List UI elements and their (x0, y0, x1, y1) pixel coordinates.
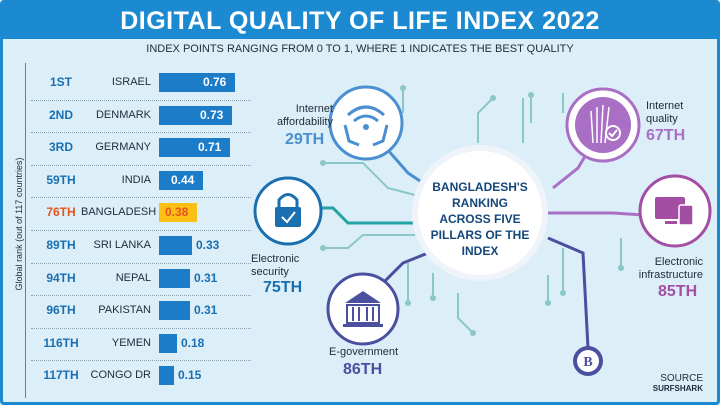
bar (159, 236, 192, 255)
row-divider (31, 360, 251, 362)
bar (159, 268, 190, 288)
pillars-diagram: B (253, 85, 712, 376)
value-label: 0.33 (196, 238, 220, 252)
country-label: BANGLADESH (81, 206, 157, 219)
logo-badge-icon: B (573, 346, 603, 376)
row-divider (31, 327, 251, 329)
country-label: INDIA (121, 173, 151, 186)
bar (159, 203, 197, 223)
svg-text:B: B (583, 355, 592, 370)
rank-label: 1ST (49, 75, 72, 89)
row-divider (31, 99, 251, 101)
page-subtitle: INDEX POINTS RANGING FROM 0 TO 1, WHERE … (146, 43, 574, 55)
row-divider (31, 295, 251, 297)
bar (159, 301, 190, 321)
row-divider (31, 197, 251, 199)
pillar-rank-internet-affordability: 29TH (285, 131, 325, 148)
rank-label: 89TH (46, 238, 76, 252)
pillar-rank-electronic-infrastructure: 85TH (658, 283, 698, 300)
rank-label: 59TH (46, 172, 76, 187)
value-label: 0.31 (194, 270, 218, 285)
wifi-hands-icon (328, 85, 404, 161)
center-caption: BANGLADESH'S RANKING ACROSS FIVE PILLARS… (430, 180, 530, 258)
value-label: 0.31 (194, 303, 218, 318)
page-title: DIGITAL QUALITY OF LIFE INDEX 2022 (3, 3, 717, 39)
rank-label: 76TH (46, 205, 76, 220)
value-label: 0.76 (203, 75, 227, 89)
rank-label: 116TH (43, 335, 79, 350)
row-divider (31, 132, 251, 134)
country-label: PAKISTAN (98, 304, 151, 317)
pillar-label-internet-affordability: Internet affordability (276, 103, 333, 128)
pillar-rank-electronic-security: 75TH (263, 279, 303, 296)
country-label: GERMANY (95, 141, 151, 154)
country-label: CONGO DR (90, 369, 152, 382)
lock-icon (253, 176, 323, 246)
pillar-rank-e-government: 86TH (343, 361, 383, 378)
value-label: 0.73 (200, 107, 224, 122)
pillar-label-internet-quality: Internet quality (646, 100, 684, 125)
bar (159, 138, 230, 158)
country-label: DENMARK (95, 108, 151, 121)
pillar-label-electronic-security: Electronic security (251, 253, 300, 278)
row-divider (31, 230, 251, 231)
rank-label: 2ND (48, 107, 73, 122)
pillar-label-e-government: E-government (329, 346, 399, 358)
bar (159, 366, 174, 386)
pillar-rank-internet-quality: 67TH (646, 127, 686, 144)
rank-label: 117TH (43, 368, 79, 383)
axis-line (25, 63, 26, 398)
country-label: YEMEN (111, 336, 151, 349)
country-label: SRI LANKA (93, 239, 151, 251)
bar (159, 73, 235, 92)
value-label: 0.71 (198, 140, 222, 155)
bar (159, 170, 203, 190)
value-label: 0.38 (165, 205, 189, 220)
source-name: SURFSHARK (652, 384, 703, 393)
source-note: SOURCE SURFSHARK (653, 373, 703, 393)
bar (159, 333, 177, 353)
country-label: NEPAL (115, 271, 151, 284)
value-label: 0.18 (181, 335, 205, 350)
center-circle (412, 145, 548, 281)
country-label: ISRAEL (111, 76, 151, 88)
value-label: 0.44 (171, 172, 195, 187)
row-divider (31, 164, 251, 166)
row-divider (31, 262, 251, 264)
fiber-optic-icon (565, 87, 641, 163)
source-label: SOURCE (660, 373, 703, 384)
rank-label: 96TH (46, 303, 76, 318)
pillar-label-electronic-infrastructure: Electronic infrastructure (638, 256, 703, 281)
value-label: 0.15 (178, 368, 202, 383)
bar (159, 105, 232, 125)
devices-icon (638, 174, 712, 248)
rank-label: 94TH (46, 270, 76, 285)
government-building-icon (326, 272, 400, 346)
rank-label: 3RD (48, 140, 73, 155)
